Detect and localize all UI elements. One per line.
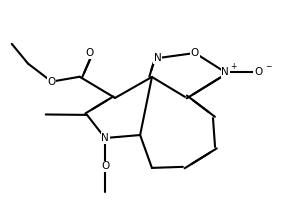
Text: O: O <box>101 161 109 172</box>
Text: −: − <box>265 62 271 71</box>
Text: N: N <box>101 133 109 143</box>
Text: N: N <box>221 67 229 77</box>
Text: O: O <box>254 67 262 77</box>
Text: O: O <box>47 77 56 87</box>
Text: O: O <box>191 48 199 58</box>
Text: N: N <box>154 53 162 63</box>
Text: +: + <box>230 62 237 71</box>
Text: O: O <box>86 48 94 58</box>
